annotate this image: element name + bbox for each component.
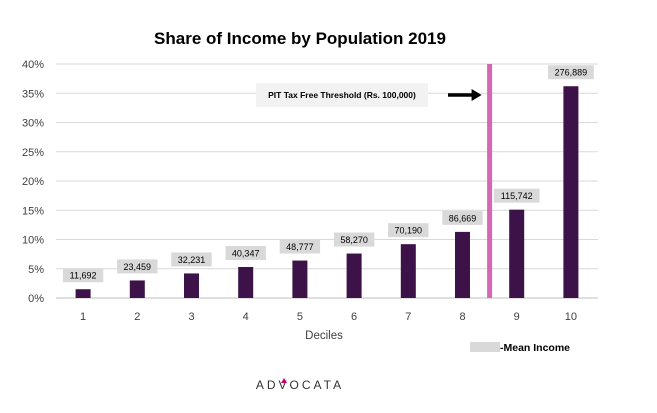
x-tick-label: 8 bbox=[459, 311, 465, 323]
data-label: 58,270 bbox=[340, 235, 368, 245]
data-label: 23,459 bbox=[124, 262, 152, 272]
bar bbox=[184, 273, 199, 298]
x-tick-label: 5 bbox=[297, 311, 303, 323]
bar bbox=[563, 86, 579, 298]
threshold-group: PIT Tax Free Threshold (Rs. 100,000) bbox=[256, 64, 493, 298]
x-tick-label: 9 bbox=[514, 311, 520, 323]
bar bbox=[509, 209, 525, 298]
x-tick-label: 2 bbox=[134, 311, 140, 323]
legend-label: -Mean Income bbox=[500, 342, 570, 354]
bar bbox=[129, 280, 145, 298]
data-label-box bbox=[442, 210, 483, 225]
bar bbox=[455, 231, 470, 298]
bar bbox=[238, 266, 254, 298]
threshold-label-box bbox=[256, 83, 428, 107]
data-label: 11,692 bbox=[70, 271, 97, 281]
y-tick-label: 40% bbox=[22, 59, 44, 71]
data-label-box bbox=[117, 259, 158, 274]
x-tick-label: 3 bbox=[188, 311, 194, 323]
threshold-label: PIT Tax Free Threshold (Rs. 100,000) bbox=[268, 90, 416, 100]
data-label: 70,190 bbox=[395, 226, 423, 236]
legend-swatch bbox=[470, 342, 500, 352]
bar bbox=[292, 260, 308, 298]
bar bbox=[75, 289, 91, 298]
y-tick-label: 10% bbox=[22, 235, 44, 247]
x-tick-label: 10 bbox=[565, 311, 577, 323]
data-label: 32,231 bbox=[178, 255, 206, 265]
y-axis-ticks: 0% 5% 10% 15% 20% 25% 30% 35% 40% bbox=[22, 59, 44, 305]
y-tick-label: 0% bbox=[28, 293, 44, 305]
data-label-box bbox=[62, 268, 104, 283]
bar bbox=[400, 244, 416, 298]
threshold-line bbox=[487, 64, 493, 298]
data-label-box bbox=[225, 245, 266, 260]
bars bbox=[75, 86, 579, 298]
data-label-box bbox=[388, 223, 429, 238]
y-tick-label: 35% bbox=[22, 88, 44, 100]
bar bbox=[346, 253, 362, 298]
data-labels: 11,692 23,459 32,231 40,347 48,777 58,270 70,1… bbox=[62, 65, 594, 283]
y-tick-label: 30% bbox=[22, 118, 44, 130]
data-label: 115,742 bbox=[501, 191, 533, 201]
legend: -Mean Income bbox=[470, 342, 570, 354]
logo-text: ADVOCATA bbox=[256, 378, 344, 392]
chart-title: Share of Income by Population 2019 bbox=[154, 29, 446, 48]
data-label: 48,777 bbox=[286, 242, 314, 252]
data-label-box bbox=[279, 239, 321, 254]
data-label: 40,347 bbox=[232, 248, 260, 258]
arrow-head bbox=[471, 89, 482, 101]
x-axis-ticks: 1 2 3 4 5 6 7 8 9 10 bbox=[80, 311, 577, 323]
data-label-box bbox=[493, 188, 540, 203]
y-tick-label: 20% bbox=[22, 176, 44, 188]
data-label-box bbox=[333, 232, 375, 247]
y-tick-label: 5% bbox=[28, 264, 44, 276]
x-tick-label: 6 bbox=[351, 311, 357, 323]
data-label-box bbox=[548, 65, 594, 80]
y-tick-label: 25% bbox=[22, 147, 44, 159]
y-tick-label: 15% bbox=[22, 205, 44, 217]
data-label: 276,889 bbox=[555, 68, 588, 78]
x-tick-label: 4 bbox=[243, 311, 249, 323]
data-label: 86,669 bbox=[449, 213, 477, 223]
x-tick-label: 1 bbox=[80, 311, 86, 323]
gridlines bbox=[56, 63, 598, 299]
data-label-box bbox=[171, 252, 212, 267]
logo-mark bbox=[281, 378, 287, 383]
advocata-logo: ADVOCATA bbox=[256, 378, 344, 392]
x-tick-label: 7 bbox=[405, 311, 411, 323]
x-axis-title: Deciles bbox=[305, 330, 343, 342]
